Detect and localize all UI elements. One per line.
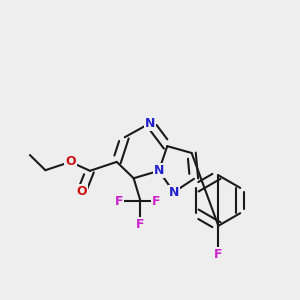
Text: O: O: [65, 155, 76, 168]
Text: N: N: [145, 117, 155, 130]
Text: F: F: [136, 218, 145, 231]
Text: N: N: [169, 186, 179, 199]
Text: F: F: [214, 248, 223, 261]
Text: F: F: [152, 195, 160, 208]
Text: F: F: [115, 195, 123, 208]
Text: N: N: [154, 164, 164, 177]
Text: O: O: [76, 185, 87, 198]
